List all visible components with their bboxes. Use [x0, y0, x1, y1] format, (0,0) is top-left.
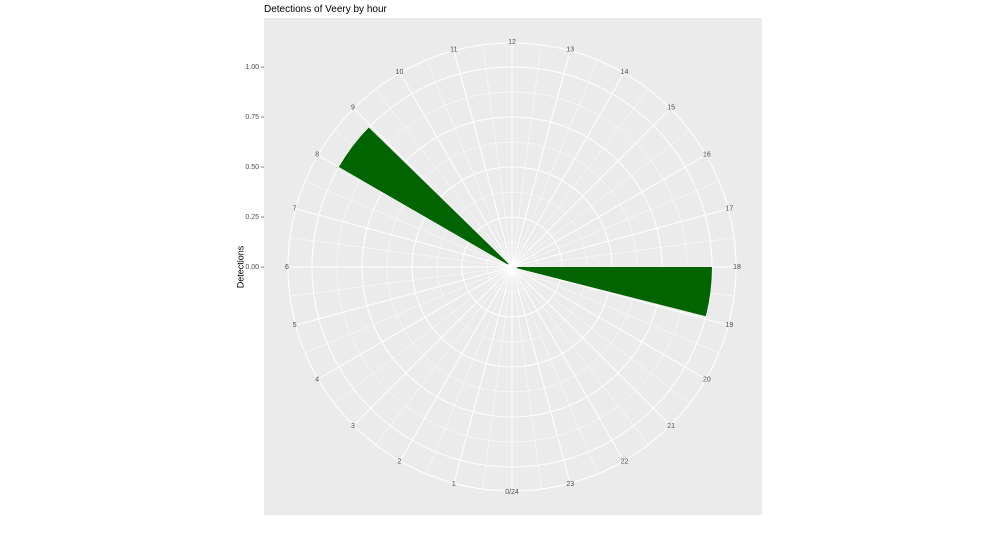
grid-spoke — [511, 266, 571, 484]
x-tick-label: 0/24 — [505, 489, 519, 496]
x-tick-label: 3 — [351, 423, 355, 430]
center-dot — [507, 262, 517, 272]
chart-title: Detections of Veery by hour — [264, 4, 388, 15]
bar — [512, 267, 712, 317]
x-tick-label: 16 — [703, 151, 711, 158]
grid-spoke — [453, 50, 513, 268]
x-tick-label: 4 — [315, 376, 319, 383]
minor-spoke — [511, 266, 720, 353]
y-axis-title: Detections — [235, 245, 245, 288]
minor-spoke — [334, 266, 513, 404]
x-tick-label: 18 — [733, 264, 741, 271]
minor-spoke — [289, 237, 513, 268]
minor-spoke — [304, 181, 513, 268]
minor-spoke — [511, 130, 690, 268]
x-tick-label: 22 — [621, 459, 629, 466]
grid-spoke — [353, 266, 513, 426]
grid-spoke — [511, 154, 707, 268]
minor-spoke — [304, 266, 513, 353]
x-tick-label: 17 — [725, 206, 733, 213]
grid-spoke — [453, 266, 513, 484]
minor-spoke — [511, 266, 598, 475]
minor-spoke — [482, 44, 513, 268]
grid-spoke — [353, 108, 513, 268]
grid-spoke — [295, 208, 513, 268]
x-tick-label: 1 — [452, 481, 456, 488]
y-tick-label: 0.75 — [245, 114, 259, 121]
y-tick-label: 0.50 — [245, 164, 259, 171]
minor-spoke — [426, 59, 513, 268]
x-tick-label: 8 — [315, 151, 319, 158]
x-tick-label: 12 — [508, 39, 516, 46]
grid-spoke — [399, 72, 513, 268]
minor-spoke — [511, 89, 649, 268]
minor-spoke — [511, 44, 542, 268]
x-tick-label: 9 — [351, 105, 355, 112]
grid-spoke — [511, 266, 707, 380]
minor-spoke — [426, 266, 513, 475]
y-tick-label: 1.00 — [245, 64, 259, 71]
minor-spoke — [511, 266, 649, 445]
grid-spoke — [511, 50, 571, 268]
grid-spoke — [399, 266, 513, 462]
y-tick-label: 0.25 — [245, 214, 259, 221]
minor-spoke — [375, 266, 513, 445]
x-tick-label: 7 — [293, 206, 297, 213]
minor-spoke — [482, 266, 513, 490]
x-tick-label: 20 — [703, 376, 711, 383]
minor-spoke — [289, 266, 513, 297]
minor-spoke — [511, 266, 542, 490]
x-tick-label: 19 — [725, 322, 733, 329]
x-tick-label: 13 — [566, 47, 574, 54]
x-tick-label: 21 — [667, 423, 675, 430]
x-tick-label: 10 — [396, 69, 404, 76]
grid-spoke — [511, 266, 671, 426]
x-tick-label: 5 — [293, 322, 297, 329]
grid-spoke — [511, 266, 729, 326]
x-tick-label: 14 — [621, 69, 629, 76]
x-tick-label: 15 — [667, 105, 675, 112]
minor-spoke — [511, 266, 690, 404]
minor-spoke — [511, 181, 720, 268]
minor-spoke — [375, 89, 513, 268]
grid-spoke — [511, 208, 729, 268]
grid-spoke — [317, 266, 513, 380]
bar — [338, 127, 512, 267]
grid-spoke — [511, 108, 671, 268]
grid-spoke — [511, 266, 625, 462]
grid-spoke — [295, 266, 513, 326]
minor-spoke — [511, 59, 598, 268]
x-tick-label: 11 — [450, 47, 457, 54]
x-tick-label: 23 — [566, 481, 574, 488]
y-tick-label: 0.00 — [245, 264, 259, 271]
x-tick-label: 6 — [285, 264, 289, 271]
x-tick-label: 2 — [398, 459, 402, 466]
minor-spoke — [511, 237, 735, 268]
grid-spoke — [511, 72, 625, 268]
